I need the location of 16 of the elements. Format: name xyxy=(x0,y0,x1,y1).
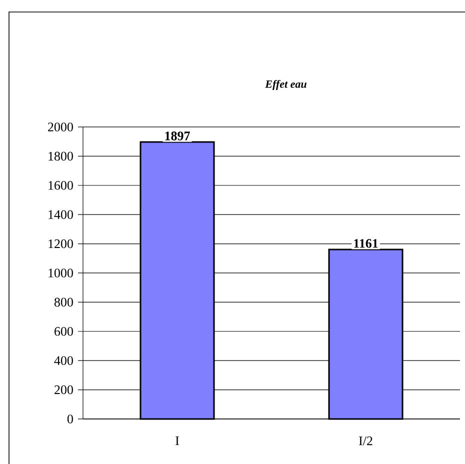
y-tick-label: 1000 xyxy=(48,268,73,278)
y-tick-label: 800 xyxy=(54,298,73,307)
y-tick-label: 1800 xyxy=(48,152,73,161)
y-tick-label: 1200 xyxy=(48,239,73,248)
data-label: 1161 xyxy=(354,239,378,248)
x-tick-label: I xyxy=(176,436,179,446)
y-tick-label: 400 xyxy=(54,356,73,365)
y-tick-label: 1600 xyxy=(48,181,73,190)
y-tick-label: 1400 xyxy=(48,210,73,219)
y-tick-label: 200 xyxy=(54,385,73,394)
y-tick-label: 600 xyxy=(54,327,73,336)
chart-title: Effet eau xyxy=(265,80,306,90)
x-tick-label: I/2 xyxy=(359,436,372,446)
y-tick-label: 2000 xyxy=(48,122,73,132)
y-tick-label: 0 xyxy=(67,414,73,424)
data-label: 1897 xyxy=(165,132,190,140)
